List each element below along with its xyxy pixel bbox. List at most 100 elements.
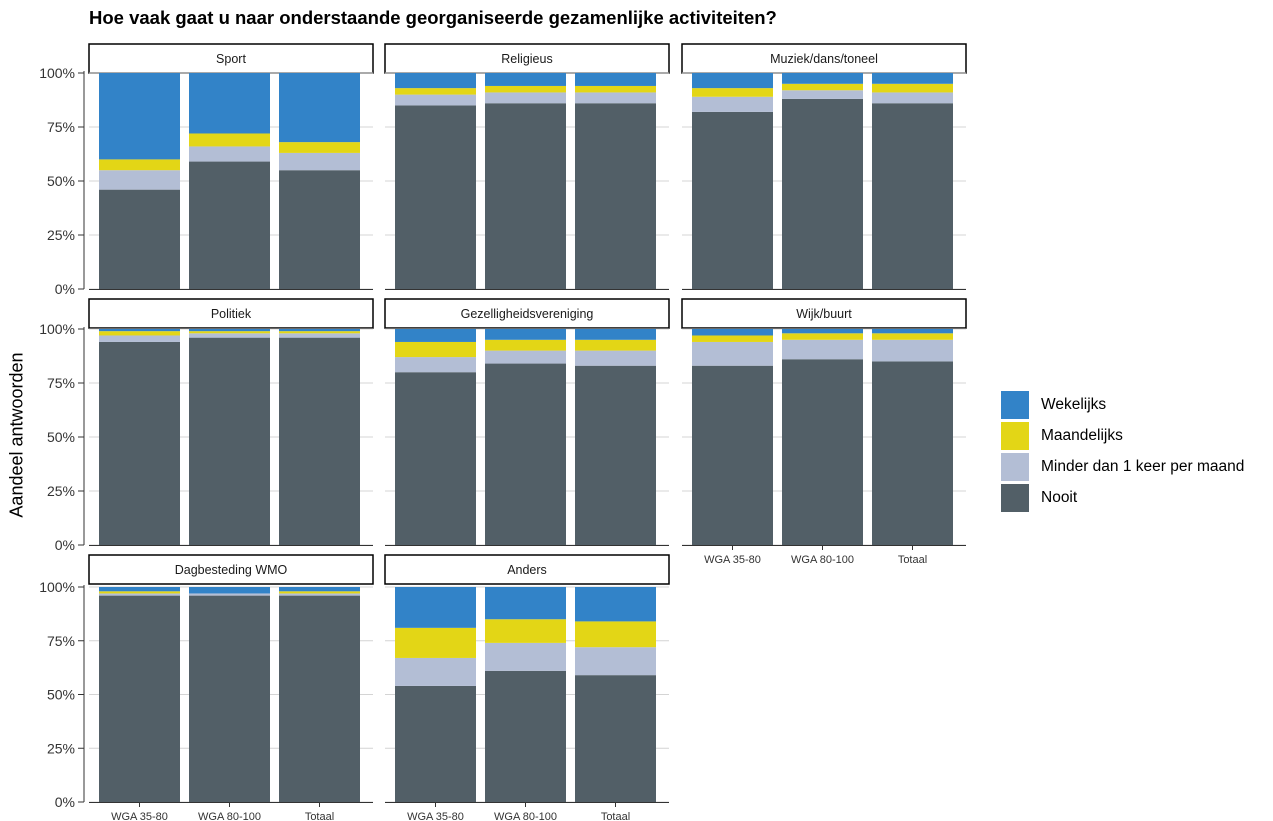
chart-title: Hoe vaak gaat u naar onderstaande georga… xyxy=(89,7,777,28)
bar-segment-maandelijks xyxy=(189,133,270,147)
bar-segment-nooit xyxy=(99,189,180,289)
bar-segment-wekelijks xyxy=(485,587,566,620)
facet-label: Politiek xyxy=(211,307,252,321)
legend-item-maandelijks: Maandelijks xyxy=(1001,420,1244,451)
y-tick-label: 0% xyxy=(55,281,75,297)
y-tick-label: 50% xyxy=(47,429,75,445)
legend-label: Maandelijks xyxy=(1041,426,1123,444)
y-tick-label: 0% xyxy=(55,537,75,553)
bar-segment-maandelijks xyxy=(395,341,476,358)
bar-segment-minder-dan-1-keer-per-maand xyxy=(872,92,953,104)
facet-label: Anders xyxy=(507,563,547,577)
facet-label: Dagbesteding WMO xyxy=(175,563,288,577)
bar-segment-maandelijks xyxy=(395,88,476,95)
bar-segment-wekelijks xyxy=(99,73,180,160)
bar-segment-minder-dan-1-keer-per-maand xyxy=(189,333,270,338)
bar-segment-nooit xyxy=(279,595,360,802)
bar-segment-minder-dan-1-keer-per-maand xyxy=(485,92,566,104)
bar-segment-wekelijks xyxy=(782,329,863,334)
y-axis-label: Aandeel antwoorden xyxy=(6,352,27,518)
bar-segment-wekelijks xyxy=(99,587,180,592)
bar-segment-maandelijks xyxy=(872,83,953,93)
bar-segment-maandelijks xyxy=(692,335,773,342)
x-tick-label: Totaal xyxy=(898,554,927,566)
y-tick-label: 75% xyxy=(47,119,75,135)
bar-segment-maandelijks xyxy=(485,85,566,93)
bar-segment-nooit xyxy=(485,103,566,290)
bar-segment-wekelijks xyxy=(692,329,773,336)
bar-segment-minder-dan-1-keer-per-maand xyxy=(575,350,656,366)
y-tick-label: 50% xyxy=(47,173,75,189)
bar-segment-wekelijks xyxy=(189,73,270,134)
bar-segment-minder-dan-1-keer-per-maand xyxy=(782,339,863,360)
bar-segment-maandelijks xyxy=(575,621,656,648)
bar-segment-minder-dan-1-keer-per-maand xyxy=(99,170,180,190)
bar-segment-nooit xyxy=(189,595,270,802)
bar-segment-nooit xyxy=(872,103,953,290)
legend-item-nooit: Nooit xyxy=(1001,482,1244,513)
bar-segment-maandelijks xyxy=(782,333,863,340)
bar-segment-nooit xyxy=(99,341,180,545)
bar-segment-wekelijks xyxy=(575,329,656,340)
bar-segment-wekelijks xyxy=(782,73,863,84)
bar-segment-wekelijks xyxy=(485,73,566,86)
bar-segment-maandelijks xyxy=(99,159,180,171)
x-tick-label: WGA 35-80 xyxy=(704,554,761,566)
bar-segment-maandelijks xyxy=(279,591,360,594)
bar-segment-maandelijks xyxy=(279,331,360,334)
bar-segment-maandelijks xyxy=(782,83,863,91)
bar-segment-nooit xyxy=(872,361,953,545)
legend-item-wekelijks: Wekelijks xyxy=(1001,389,1244,420)
facet-strip-gezelligheidsvereniging xyxy=(384,298,670,329)
x-tick-label: WGA 80-100 xyxy=(791,554,854,566)
bar-segment-minder-dan-1-keer-per-maand xyxy=(279,152,360,171)
bar-segment-maandelijks xyxy=(485,339,566,351)
bar-segment-nooit xyxy=(189,337,270,545)
bar-segment-nooit xyxy=(395,685,476,802)
x-tick-label: Totaal xyxy=(601,811,630,821)
x-tick-label: WGA 35-80 xyxy=(111,811,168,821)
bar-segment-maandelijks xyxy=(485,619,566,643)
legend-swatch xyxy=(1001,452,1029,481)
bar-segment-maandelijks xyxy=(189,331,270,334)
bar-segment-maandelijks xyxy=(692,88,773,97)
bar-segment-wekelijks xyxy=(279,587,360,592)
bar-segment-nooit xyxy=(575,365,656,545)
bar-segment-minder-dan-1-keer-per-maand xyxy=(485,350,566,364)
legend-item-minder-dan-1-keer-per-maand: Minder dan 1 keer per maand xyxy=(1001,451,1244,482)
bar-segment-wekelijks xyxy=(189,587,270,594)
bar-segment-wekelijks xyxy=(395,587,476,628)
facet-strip-sport xyxy=(88,43,374,74)
legend: Wekelijks Maandelijks Minder dan 1 keer pe… xyxy=(1001,389,1244,513)
bar-segment-minder-dan-1-keer-per-maand xyxy=(485,642,566,671)
facet-label: Wijk/buurt xyxy=(796,307,852,321)
bar-segment-nooit xyxy=(575,103,656,290)
facet-label: Muziek/dans/toneel xyxy=(770,52,878,66)
x-tick-label: WGA 80-100 xyxy=(198,811,261,821)
bar-segment-minder-dan-1-keer-per-maand xyxy=(395,94,476,106)
bar-segment-minder-dan-1-keer-per-maand xyxy=(692,341,773,366)
facet-label: Gezelligheidsvereniging xyxy=(461,307,594,321)
bar-segment-wekelijks xyxy=(395,73,476,89)
legend-label: Wekelijks xyxy=(1041,395,1107,413)
bar-segment-minder-dan-1-keer-per-maand xyxy=(279,593,360,596)
legend-swatch xyxy=(1001,483,1029,512)
bar-segment-minder-dan-1-keer-per-maand xyxy=(395,357,476,373)
bar-segment-nooit xyxy=(782,359,863,545)
bar-segment-nooit xyxy=(692,111,773,289)
bar-segment-wekelijks xyxy=(189,329,270,332)
bar-segment-minder-dan-1-keer-per-maand xyxy=(99,335,180,342)
bar-segment-minder-dan-1-keer-per-maand xyxy=(189,593,270,596)
bar-segment-nooit xyxy=(692,365,773,545)
bar-segment-minder-dan-1-keer-per-maand xyxy=(575,647,656,676)
bar-segment-maandelijks xyxy=(99,331,180,336)
bar-segment-maandelijks xyxy=(279,142,360,153)
y-tick-label: 75% xyxy=(47,375,75,391)
legend-swatch xyxy=(1001,390,1029,419)
legend-swatch xyxy=(1001,421,1029,450)
bar-segment-maandelijks xyxy=(575,339,656,351)
bar-segment-wekelijks xyxy=(279,329,360,332)
facet-label: Religieus xyxy=(501,52,552,66)
bar-segment-maandelijks xyxy=(872,333,953,340)
